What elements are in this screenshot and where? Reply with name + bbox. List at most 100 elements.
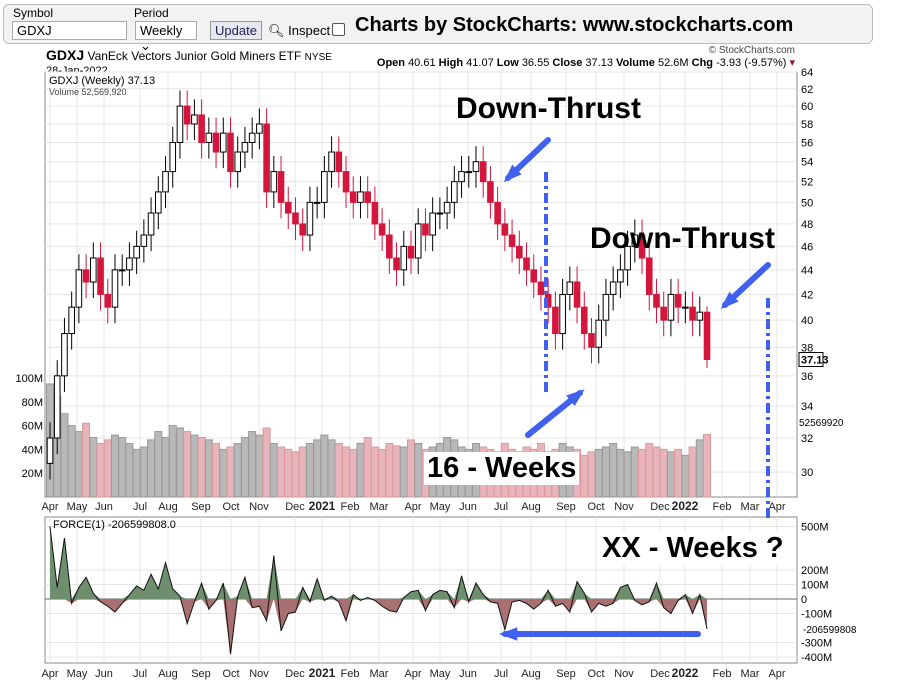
volume-bar (414, 442, 423, 498)
x-tick-label: Jun (459, 668, 477, 680)
candle (494, 201, 501, 225)
brand-title: Charts by StockCharts: www.stockcharts.c… (355, 14, 794, 36)
candle (46, 437, 54, 464)
candle (270, 171, 278, 193)
candle (90, 257, 97, 283)
force-legend: FORCE(1) -206599808.0 (53, 519, 176, 531)
force-tick-label: -300M (801, 638, 832, 650)
x-tick-label: May (67, 501, 88, 513)
stat-high-label: High (438, 57, 467, 69)
candle (595, 319, 603, 348)
chart-title: GDXJ VanEck Vectors Junior Gold Miners E… (46, 47, 332, 66)
candle (422, 223, 429, 236)
price-tick-label: 30 (801, 467, 813, 479)
price-tick-label: 58 (801, 119, 813, 131)
candle (219, 132, 227, 153)
x-tick-label: Apr (404, 501, 421, 513)
price-tick-label: 52 (801, 177, 813, 189)
candle (414, 223, 422, 259)
candle (306, 201, 314, 236)
volume-bar (616, 448, 625, 498)
candle (436, 212, 444, 215)
candle (357, 191, 364, 203)
price-tick-label: 60 (801, 101, 813, 113)
candle (349, 191, 357, 203)
symbol-input[interactable]: GDXJ (12, 21, 127, 40)
volume-bar (147, 439, 156, 498)
volume-legend: Volume 52,569,920 (49, 87, 127, 97)
candle (155, 191, 162, 214)
volume-bar (212, 442, 221, 498)
candle (674, 293, 682, 308)
x-tick-label: 2022 (672, 499, 699, 513)
candle (487, 181, 494, 203)
last-price-label: 37.13 (801, 355, 829, 367)
price-tick-label: 56 (801, 138, 813, 150)
candle (703, 311, 711, 361)
period-value: Weekly (140, 23, 183, 38)
force-tick-label: -400M (801, 652, 832, 664)
candle (328, 151, 335, 173)
inspect-toggle[interactable]: 🔍︎ Inspect (268, 23, 330, 39)
price-tick-label: 40 (801, 315, 813, 327)
x-tick-label: Mar (741, 668, 760, 680)
candle (653, 293, 660, 308)
volume-bar (103, 439, 112, 498)
candle (645, 257, 653, 295)
x-tick-label: Apr (768, 668, 785, 680)
price-tick-label: 50 (801, 197, 813, 209)
volume-bar (399, 446, 408, 498)
x-tick-label: May (430, 668, 451, 680)
x-tick-label: Nov (249, 501, 269, 513)
update-button[interactable]: Update (210, 21, 262, 40)
volume-bar (609, 442, 618, 498)
candle (241, 142, 249, 153)
price-tick-label: 38 (801, 342, 813, 354)
candle (508, 234, 516, 247)
candle (292, 212, 299, 225)
candle (660, 306, 668, 321)
candle (256, 123, 263, 134)
volume-bar (652, 446, 661, 498)
volume-bar (125, 442, 134, 498)
x-tick-label: 2022 (672, 666, 699, 680)
period-select[interactable]: Weekly ⌄ (135, 21, 197, 53)
force-tick-label: 500M (801, 522, 829, 534)
x-tick-label: Nov (614, 501, 634, 513)
candle (602, 293, 610, 321)
price-tick-label: 42 (801, 289, 813, 301)
candle (176, 105, 184, 144)
period-label: Period (134, 6, 169, 20)
volume-bar (370, 446, 379, 498)
candle (111, 269, 119, 308)
volume-bar (298, 446, 307, 498)
price-tick-label: 32 (801, 433, 813, 445)
annotation-down-thrust-1: Down-Thrust (456, 92, 641, 125)
x-tick-label: May (67, 668, 88, 680)
x-tick-label: Apr (768, 501, 785, 513)
x-tick-label: Jul (494, 501, 508, 513)
volume-bar (320, 434, 329, 498)
candle (364, 191, 371, 203)
inspect-checkbox[interactable] (332, 23, 345, 36)
ticker: GDXJ (46, 47, 85, 63)
candle (501, 223, 509, 236)
x-tick-label: Jun (459, 501, 477, 513)
x-tick-label: Jul (494, 668, 508, 680)
candle (472, 161, 480, 173)
candle (638, 234, 646, 259)
price-tick-label: 54 (801, 157, 813, 169)
volume-bar (638, 448, 647, 498)
candle (248, 132, 256, 144)
volume-bar (67, 425, 76, 498)
volume-bar (89, 437, 98, 498)
volume-bar (110, 434, 119, 498)
x-tick-label: Feb (341, 501, 360, 513)
last-volume-label: 52569920 (799, 418, 844, 429)
last-price-box (798, 352, 824, 368)
candle (147, 212, 155, 236)
volume-tick-label: 40M (22, 444, 43, 456)
stat-volume-value: 52.6M (658, 57, 692, 69)
candle (624, 245, 631, 271)
candle (342, 171, 350, 193)
